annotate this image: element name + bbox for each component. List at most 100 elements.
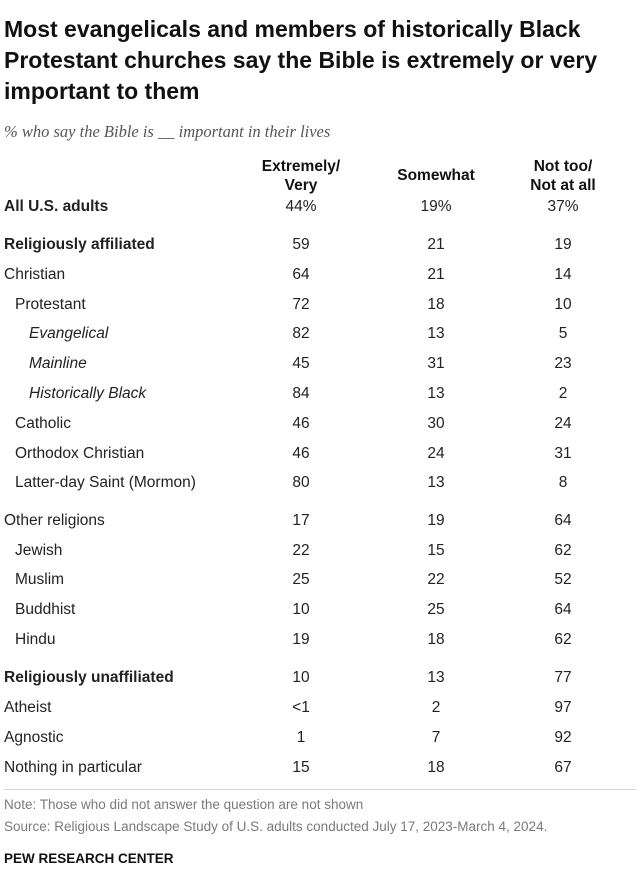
row-label: Buddhist: [15, 601, 76, 618]
table-row: Evangelical 82 13 5: [0, 321, 640, 347]
table-row: Buddhist 10 25 64: [0, 597, 640, 623]
column-header-somewhat: Somewhat: [397, 167, 475, 184]
value-not-too: 62: [554, 542, 572, 559]
table-row: Christian 64 21 14: [0, 262, 640, 288]
value-somewhat: 2: [431, 699, 441, 716]
table-row: All U.S. adults 44% 19% 37%: [0, 194, 640, 220]
value-extremely-very: 19: [292, 631, 310, 648]
value-somewhat: 18: [427, 631, 445, 648]
table-row: Orthodox Christian 46 24 31: [0, 441, 640, 467]
value-somewhat: 13: [427, 669, 445, 686]
table-row: Nothing in particular 15 18 67: [0, 755, 640, 781]
source-text: Source: Religious Landscape Study of U.S…: [4, 819, 548, 834]
value-extremely-very: <1: [292, 699, 310, 716]
value-extremely-very: 44%: [285, 198, 317, 215]
table-row: Religiously affiliated 59 21 19: [0, 232, 640, 258]
row-label: Hindu: [15, 631, 56, 648]
value-somewhat: 19: [427, 512, 445, 529]
table-row: Other religions 17 19 64: [0, 508, 640, 534]
value-not-too: 24: [554, 415, 572, 432]
value-not-too: 2: [558, 385, 568, 402]
value-not-too: 62: [554, 631, 572, 648]
table-row: Protestant 72 18 10: [0, 292, 640, 318]
row-label: Orthodox Christian: [15, 445, 145, 462]
value-somewhat: 30: [427, 415, 445, 432]
row-label: All U.S. adults: [4, 198, 109, 215]
value-extremely-very: 17: [292, 512, 310, 529]
value-somewhat: 22: [427, 571, 445, 588]
value-somewhat: 21: [427, 236, 445, 253]
value-extremely-very: 45: [292, 355, 310, 372]
value-somewhat: 13: [427, 474, 445, 491]
value-not-too: 92: [554, 729, 572, 746]
value-somewhat: 15: [427, 542, 445, 559]
chart-title: Most evangelicals and members of histori…: [4, 16, 598, 104]
value-not-too: 67: [554, 759, 572, 776]
value-extremely-very: 15: [292, 759, 310, 776]
table-row: Religiously unaffiliated 10 13 77: [0, 665, 640, 691]
row-label: Historically Black: [29, 385, 147, 402]
value-not-too: 77: [554, 669, 572, 686]
value-not-too: 19: [554, 236, 572, 253]
row-label: Evangelical: [29, 325, 109, 342]
value-extremely-very: 80: [292, 474, 310, 491]
table-row: Agnostic 1 7 92: [0, 725, 640, 751]
value-somewhat: 13: [427, 325, 445, 342]
row-label: Nothing in particular: [4, 759, 142, 776]
value-somewhat: 19%: [420, 198, 452, 215]
table-row: Jewish 22 15 62: [0, 538, 640, 564]
row-label: Other religions: [4, 512, 105, 529]
value-somewhat: 13: [427, 385, 445, 402]
row-label: Muslim: [15, 571, 65, 588]
value-somewhat: 25: [427, 601, 445, 618]
value-not-too: 5: [558, 325, 568, 342]
table-row: Latter-day Saint (Mormon) 80 13 8: [0, 470, 640, 496]
value-extremely-very: 46: [292, 415, 310, 432]
value-extremely-very: 25: [292, 571, 310, 588]
value-somewhat: 21: [427, 266, 445, 283]
value-extremely-very: 64: [292, 266, 310, 283]
value-not-too: 97: [554, 699, 572, 716]
value-extremely-very: 1: [296, 729, 306, 746]
value-extremely-very: 22: [292, 542, 310, 559]
value-not-too: 37%: [547, 198, 579, 215]
table-row: Muslim 25 22 52: [0, 567, 640, 593]
value-not-too: 10: [554, 296, 572, 313]
value-somewhat: 31: [427, 355, 445, 372]
value-not-too: 14: [554, 266, 572, 283]
value-somewhat: 18: [427, 296, 445, 313]
value-extremely-very: 72: [292, 296, 310, 313]
value-not-too: 23: [554, 355, 572, 372]
value-somewhat: 24: [427, 445, 445, 462]
value-extremely-very: 82: [292, 325, 310, 342]
value-not-too: 8: [558, 474, 568, 491]
table-row: Catholic 46 30 24: [0, 411, 640, 437]
value-extremely-very: 10: [292, 601, 310, 618]
table-row: Historically Black 84 13 2: [0, 381, 640, 407]
value-not-too: 52: [554, 571, 572, 588]
value-not-too: 31: [554, 445, 572, 462]
table-row: Hindu 19 18 62: [0, 627, 640, 653]
row-label: Christian: [4, 266, 66, 283]
value-not-too: 64: [554, 512, 572, 529]
row-label: Catholic: [15, 415, 71, 432]
column-header-not-too: Not too/ Not at all: [530, 158, 596, 194]
note-text: Note: Those who did not answer the quest…: [4, 797, 364, 812]
value-extremely-very: 10: [292, 669, 310, 686]
footer-divider: [4, 789, 636, 790]
row-label: Religiously affiliated: [4, 236, 155, 253]
table-row: Atheist <1 2 97: [0, 695, 640, 721]
value-extremely-very: 59: [292, 236, 310, 253]
org-logo-text: PEW RESEARCH CENTER: [4, 851, 174, 866]
row-label: Protestant: [15, 296, 86, 313]
row-label: Mainline: [29, 355, 87, 372]
value-not-too: 64: [554, 601, 572, 618]
value-extremely-very: 46: [292, 445, 310, 462]
row-label: Religiously unaffiliated: [4, 669, 174, 686]
row-label: Latter-day Saint (Mormon): [15, 474, 196, 491]
chart-subtitle: % who say the Bible is __ important in t…: [4, 122, 331, 141]
value-somewhat: 18: [427, 759, 445, 776]
table-row: Mainline 45 31 23: [0, 351, 640, 377]
row-label: Atheist: [4, 699, 52, 716]
